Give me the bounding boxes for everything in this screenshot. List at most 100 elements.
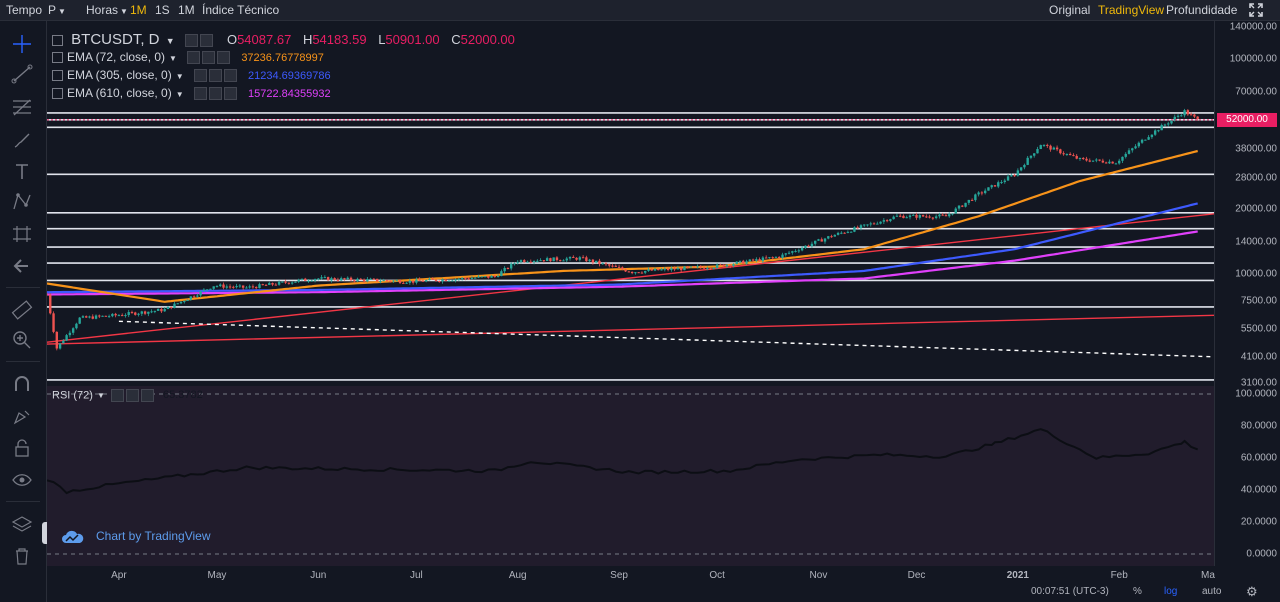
unlock-icon[interactable]: [8, 435, 36, 461]
close-icon[interactable]: [223, 69, 237, 83]
price-tick-label: 7500.00: [1240, 295, 1277, 306]
chevron-down-icon[interactable]: ▼: [175, 90, 184, 99]
settings-icon[interactable]: [186, 51, 200, 65]
auto-scale-button[interactable]: auto: [1202, 586, 1222, 597]
candle-body: [477, 276, 480, 278]
candle-body: [127, 312, 130, 316]
candle-body: [513, 263, 516, 265]
collapse-legend-icon[interactable]: [52, 34, 63, 46]
candle-body: [431, 278, 434, 280]
brush-icon[interactable]: [8, 127, 36, 153]
candle-body: [1196, 116, 1199, 119]
ema72-label[interactable]: EMA (72, close, 0): [67, 50, 166, 64]
rsi-tick-label: 20.0000: [1240, 516, 1277, 528]
clock-readout[interactable]: 00:07:51 (UTC-3): [1031, 586, 1109, 597]
candle-body: [608, 264, 611, 266]
ema305-value: 21234.69369786: [247, 70, 331, 82]
log-scale-button[interactable]: log: [1164, 586, 1178, 597]
visibility-icon[interactable]: [201, 51, 215, 65]
candle-body: [944, 215, 948, 217]
fullscreen-icon[interactable]: [1244, 0, 1272, 20]
candle-body: [49, 294, 52, 314]
price-chart[interactable]: [47, 21, 1214, 566]
trash-icon[interactable]: [8, 543, 36, 569]
layers-icon[interactable]: [8, 511, 36, 537]
price-tick-label: 4100.00: [1240, 351, 1277, 363]
trend-line-icon[interactable]: [8, 61, 36, 87]
magnet-icon[interactable]: [8, 371, 36, 397]
candle-body: [460, 277, 464, 279]
back-arrow-icon[interactable]: [8, 253, 36, 279]
candle-body: [735, 261, 738, 265]
settings-gear-icon[interactable]: ⚙: [1246, 584, 1258, 599]
settings-icon[interactable]: [110, 389, 124, 402]
chevron-down-icon[interactable]: ▼: [169, 54, 177, 63]
collapse-icon[interactable]: [52, 88, 63, 100]
rsi-pane[interactable]: [47, 386, 1214, 566]
candle-body: [729, 264, 732, 266]
candle-body: [970, 199, 974, 201]
settings-icon[interactable]: [193, 69, 207, 83]
candle-body: [859, 225, 863, 229]
period-select[interactable]: P ▼: [48, 3, 66, 17]
candle-body: [143, 311, 147, 314]
settings-icon[interactable]: [193, 87, 207, 101]
ruler-icon[interactable]: [8, 297, 36, 323]
candle-body: [326, 277, 330, 281]
ema610-label[interactable]: EMA (610, close, 0): [67, 86, 172, 100]
candle-body: [912, 214, 915, 216]
candle-body: [722, 264, 725, 267]
chevron-down-icon[interactable]: ▼: [96, 391, 105, 401]
rsi-label[interactable]: RSI (72): [52, 389, 93, 402]
tradingview-watermark[interactable]: Chart by TradingView: [60, 524, 230, 550]
visibility-icon[interactable]: [199, 33, 213, 47]
candle-body: [568, 256, 572, 259]
collapse-icon[interactable]: [52, 52, 63, 64]
candle-body: [156, 308, 160, 311]
close-icon[interactable]: [216, 51, 230, 65]
candle-body: [372, 278, 376, 280]
text-icon[interactable]: [8, 159, 36, 185]
sidebar-collapse-handle[interactable]: [42, 522, 50, 544]
crosshair-icon[interactable]: [8, 31, 36, 57]
close-icon[interactable]: [140, 389, 154, 402]
time-axis[interactable]: Apr May Jun Jul Aug Sep Oct Nov Dec 2021 Feb Ma: [0, 566, 1280, 602]
view-depth-button[interactable]: Profundidade: [1166, 3, 1238, 17]
view-original-button[interactable]: Original: [1049, 3, 1091, 17]
pattern-icon[interactable]: [8, 189, 36, 215]
zoom-icon[interactable]: [8, 327, 36, 353]
candle-body: [189, 296, 193, 300]
chevron-down-icon[interactable]: ▼: [175, 72, 184, 81]
candle-body: [1023, 164, 1026, 168]
candle-body: [529, 261, 532, 263]
close-icon[interactable]: [223, 87, 237, 101]
visibility-icon[interactable]: [125, 389, 139, 402]
candle-body: [588, 259, 591, 262]
candle-body: [1003, 180, 1006, 183]
interval-1M-button[interactable]: 1M: [178, 3, 195, 17]
hours-select[interactable]: Horas ▼: [86, 3, 128, 17]
candle-body: [640, 272, 644, 274]
price-axis[interactable]: 140000.00 100000.00 70000.00 52000.00 38000.…: [1214, 21, 1280, 566]
collapse-icon[interactable]: [52, 70, 63, 82]
candle-body: [725, 264, 729, 267]
fib-icon[interactable]: [8, 95, 36, 121]
prediction-icon[interactable]: [8, 221, 36, 247]
visibility-icon[interactable]: [208, 69, 222, 83]
percent-scale-button[interactable]: %: [1133, 586, 1142, 597]
indicators-button[interactable]: Índice Técnico: [202, 3, 280, 17]
ema610-value: 15722.84355932: [247, 88, 331, 100]
lock-drawings-icon[interactable]: [8, 403, 36, 429]
ema305-label[interactable]: EMA (305, close, 0): [67, 68, 172, 82]
candle-body: [578, 257, 582, 260]
interval-1m-button[interactable]: 1M: [130, 3, 147, 17]
visibility-icon[interactable]: [208, 87, 222, 101]
symbol-name[interactable]: BTCUSDT, D: [71, 31, 160, 48]
dashed-trend-line: [118, 320, 1214, 358]
settings-icon[interactable]: [184, 33, 198, 47]
view-tradingview-button[interactable]: TradingView: [1098, 3, 1165, 17]
eye-icon[interactable]: [8, 467, 36, 493]
interval-1s-button[interactable]: 1S: [155, 3, 170, 17]
candle-body: [509, 263, 513, 269]
chevron-down-icon[interactable]: ▼: [165, 36, 175, 46]
